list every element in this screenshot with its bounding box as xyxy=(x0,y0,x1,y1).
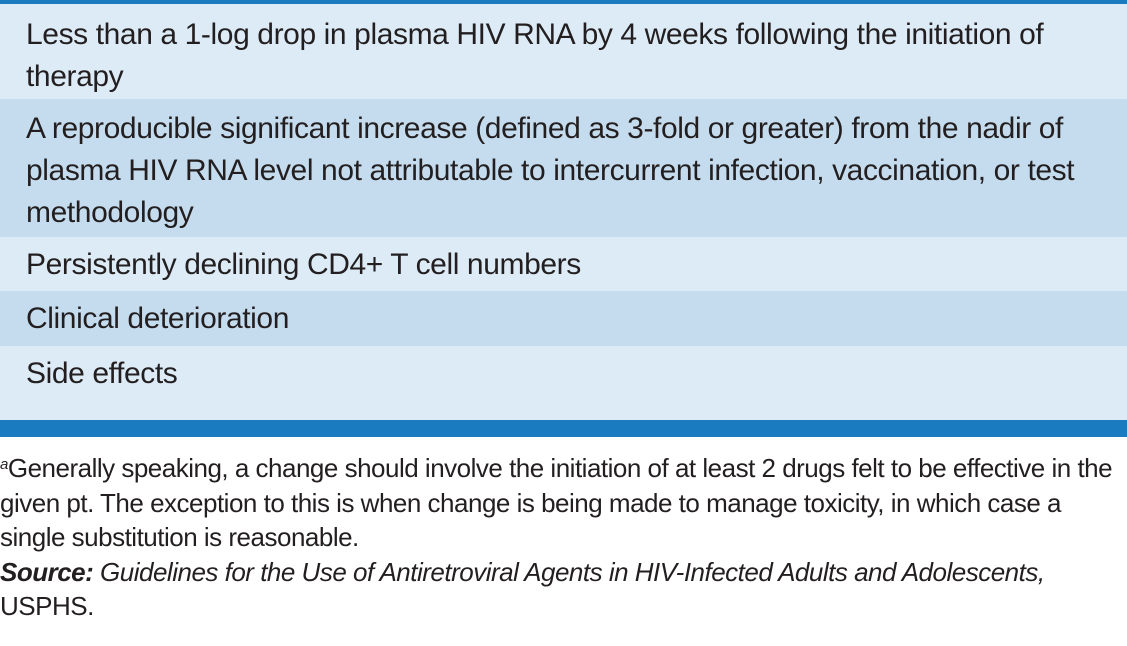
source-org: USPHS. xyxy=(0,591,94,621)
table-bottom-rule xyxy=(0,420,1127,437)
footnote-body: Generally speaking, a change should invo… xyxy=(0,453,1113,552)
table-row: Persistently declining CD4+ T cell numbe… xyxy=(0,237,1127,291)
table-footnote: aGenerally speaking, a change should inv… xyxy=(0,448,1127,624)
source-title: Guidelines for the Use of Antiretroviral… xyxy=(100,556,1045,587)
table-row: Side effects xyxy=(0,346,1127,420)
footnote-marker: a xyxy=(0,456,8,473)
source-line: Source: Guidelines for the Use of Antire… xyxy=(0,555,1127,624)
row-text: Persistently declining CD4+ T cell numbe… xyxy=(26,248,581,281)
criteria-table: Less than a 1-log drop in plasma HIV RNA… xyxy=(0,0,1127,437)
row-text: Clinical deterioration xyxy=(26,302,290,335)
row-text: Less than a 1-log drop in plasma HIV RNA… xyxy=(26,18,1044,93)
row-text: Side effects xyxy=(26,357,178,390)
table-row: Less than a 1-log drop in plasma HIV RNA… xyxy=(0,4,1127,99)
row-text: A reproducible significant increase (def… xyxy=(26,112,1075,229)
table-row: A reproducible significant increase (def… xyxy=(0,99,1127,237)
table-row: Clinical deterioration xyxy=(0,291,1127,346)
footnote-text: aGenerally speaking, a change should inv… xyxy=(0,448,1127,555)
source-label: Source: xyxy=(0,556,94,587)
